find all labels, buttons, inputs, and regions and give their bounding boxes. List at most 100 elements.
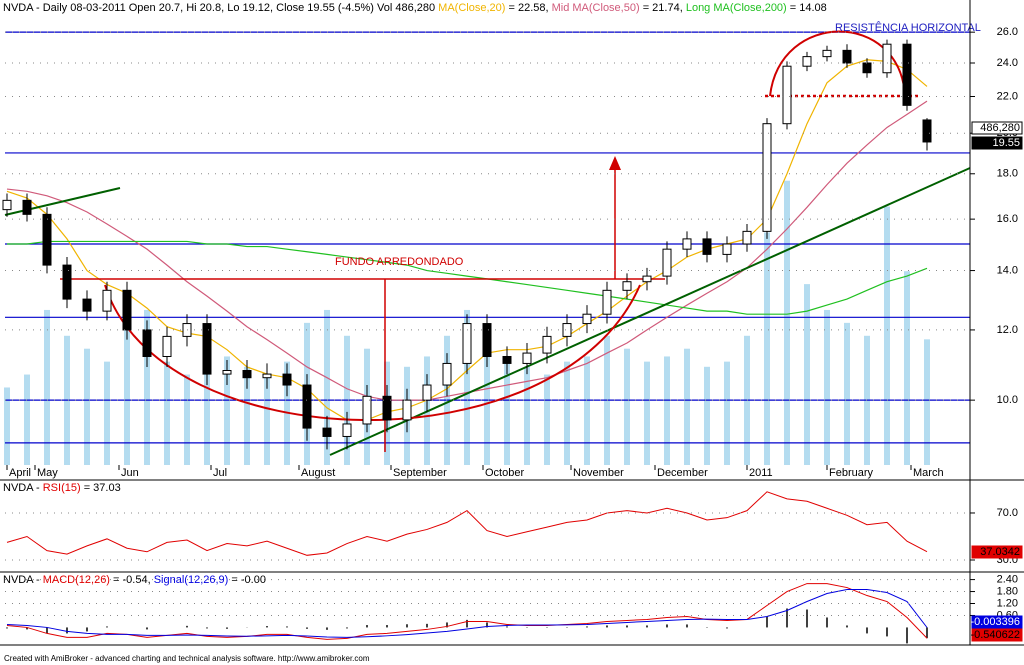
candle-body: [882, 43, 892, 74]
y-tick-label: 18.0: [997, 168, 1018, 180]
legend-value: = 21.74,: [640, 2, 686, 14]
value-box: [971, 545, 1023, 559]
value-label: 19.55: [992, 137, 1020, 149]
candle-body: [422, 384, 432, 401]
volume-bar: [184, 374, 190, 465]
value-box: [971, 628, 1023, 642]
panel-header: NVDA - MACD(12,26) = -0.54, Signal(12,26…: [3, 574, 266, 586]
volume-bar: [84, 348, 90, 465]
legend-entry: Long MA(Close,200): [686, 2, 787, 14]
volume-bar: [164, 361, 170, 465]
y-tick-label: 16.0: [997, 213, 1018, 225]
candle-body: [62, 264, 72, 300]
volume-bar: [544, 374, 550, 465]
volume-bar: [144, 309, 150, 465]
candle-body: [442, 362, 452, 386]
candle-body: [402, 399, 412, 421]
candle-body: [242, 370, 252, 379]
panel-header: NVDA - Daily 08-03-2011 Open 20.7, Hi 20…: [3, 2, 827, 14]
value-box: [971, 136, 1023, 150]
legend-entry: Signal(12,26,9): [154, 574, 229, 586]
legend-entry: Mid MA(Close,50): [552, 2, 640, 14]
candle-body: [902, 43, 912, 106]
candle-body: [302, 384, 312, 429]
x-tick-label: August: [301, 467, 335, 479]
y-tick-label: 14.0: [997, 264, 1018, 276]
line-series: [6, 583, 928, 640]
candle-body: [842, 49, 852, 64]
line-series: [6, 589, 928, 638]
volume-bar: [484, 348, 490, 465]
arrow-head: [609, 156, 621, 170]
volume-bar: [224, 356, 230, 465]
volume-bar: [24, 374, 30, 465]
legend-entry: MACD(12,26): [43, 574, 110, 586]
candle-body: [282, 373, 292, 386]
candle-body: [602, 289, 612, 315]
volume-bar: [504, 361, 510, 465]
y-tick-label: 1.80: [997, 585, 1018, 597]
volume-bar: [904, 271, 910, 465]
y-tick-label: 22.0: [997, 90, 1018, 102]
volume-bar: [784, 180, 790, 465]
candle-body: [562, 323, 572, 337]
y-tick-label: 24.0: [997, 57, 1018, 69]
value-label: -0.003396: [970, 616, 1020, 628]
trend-line: [329, 167, 971, 456]
volume-bar: [4, 387, 10, 465]
x-tick-label: Jul: [213, 467, 227, 479]
x-tick-label: April: [9, 467, 31, 479]
candle-body: [82, 298, 92, 312]
volume-bar: [44, 309, 50, 465]
candle-body: [202, 323, 212, 375]
volume-bar: [244, 366, 250, 465]
volume-bar: [624, 348, 630, 465]
x-tick-label: December: [657, 467, 708, 479]
value-box: [971, 121, 1023, 135]
candle-body: [362, 395, 372, 425]
value-box: [971, 615, 1023, 629]
candle-body: [322, 427, 332, 437]
candle-body: [762, 123, 772, 232]
candle-body: [2, 199, 12, 211]
y-tick-label: 1.20: [997, 597, 1018, 609]
volume-bar: [104, 361, 110, 465]
volume-bar: [724, 361, 730, 465]
volume-bar: [264, 374, 270, 465]
x-tick-label: Jun: [121, 467, 139, 479]
candle-body: [862, 62, 872, 74]
volume-bar: [804, 284, 810, 465]
value-label: 486,280: [980, 122, 1020, 134]
candle-body: [662, 248, 672, 277]
y-tick-label: 12.0: [997, 324, 1018, 336]
annotation: RESISTÊNCIA HORIZONTAL: [835, 21, 981, 34]
legend-value: = 37.03: [81, 482, 121, 494]
candle-body: [142, 329, 152, 357]
price-layer: [2, 39, 932, 450]
candle-body: [42, 213, 52, 266]
candle-body: [722, 243, 732, 255]
candle-body: [582, 313, 592, 325]
volume-bar: [924, 339, 930, 465]
volume-bar: [124, 322, 130, 465]
volume-bar: [824, 309, 830, 465]
header-text: NVDA - Daily 08-03-2011 Open 20.7, Hi 20…: [3, 2, 438, 14]
panel-header: NVDA - RSI(15) = 37.03: [3, 482, 121, 494]
candle-body: [382, 395, 392, 421]
legend-entry: RSI(15): [43, 482, 81, 494]
legend-value: = 14.08: [787, 2, 827, 14]
legend-value: = 22.58,: [505, 2, 551, 14]
candle-body: [782, 65, 792, 125]
legend-value: = -0.00: [228, 574, 266, 586]
candle-body: [742, 230, 752, 245]
candle-body: [22, 199, 32, 215]
volume-bar: [644, 361, 650, 465]
volume-bar: [664, 356, 670, 465]
volume-bar: [844, 322, 850, 465]
x-tick-label: October: [485, 467, 524, 479]
candle-body: [122, 289, 132, 331]
volume-bar: [564, 361, 570, 465]
candle-body: [162, 335, 172, 357]
header-text: NVDA -: [3, 482, 43, 494]
